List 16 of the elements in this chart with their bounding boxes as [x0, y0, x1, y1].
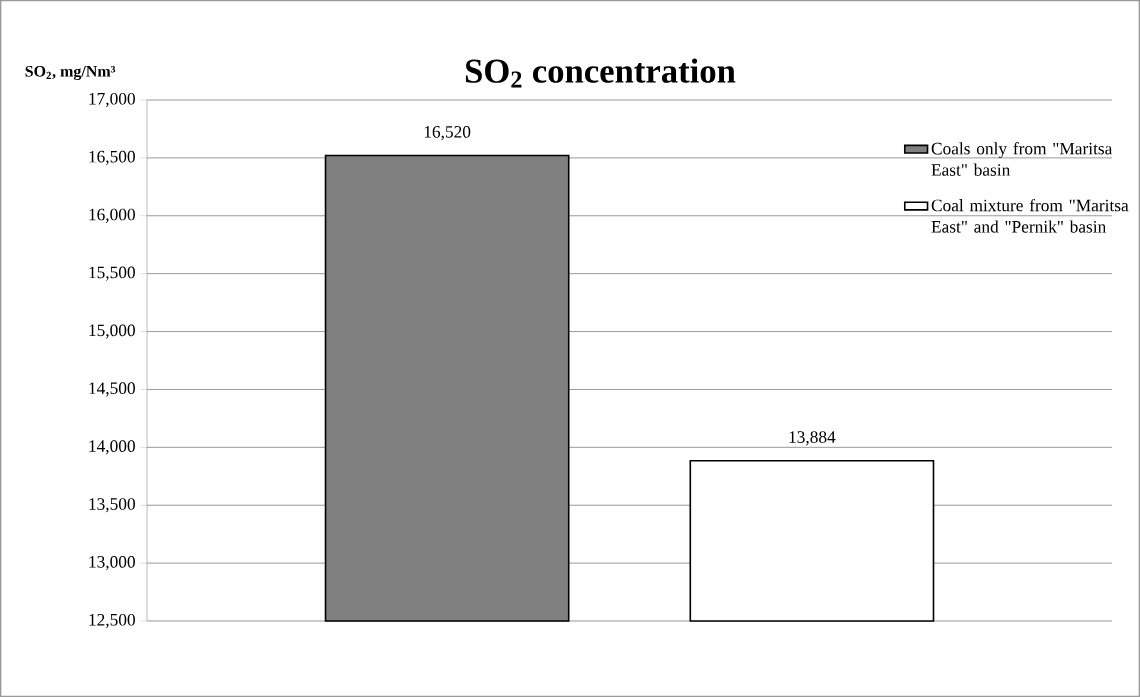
y-tick-label: 13,000 — [89, 556, 135, 571]
legend-label: Coals only from "Maritsa East" basin — [931, 142, 1113, 176]
y-tick-label: 12,500 — [89, 613, 135, 629]
data-label: 13,884 — [789, 431, 836, 446]
y-tick-label: 14,000 — [89, 440, 135, 455]
y-tick-label: 16,500 — [89, 150, 135, 165]
y-tick-label: 15,500 — [89, 266, 135, 281]
y-tick-label: 14,500 — [89, 382, 135, 397]
y-tick-label: 16,000 — [89, 208, 135, 223]
y-tick-label: 15,000 — [89, 324, 135, 339]
legend-label: Coal mixture from "Maritsa East" and "Pernik" basin — [931, 198, 1129, 233]
y-tick-label: 13,500 — [89, 498, 135, 513]
data-label: 16,520 — [424, 126, 471, 141]
y-tick-label: 17,000 — [89, 92, 135, 108]
chart-title: SO$_{2}$ concentration — [465, 58, 736, 88]
y-axis-title: SO$_{2}$, mg/Nm³ — [25, 65, 116, 81]
